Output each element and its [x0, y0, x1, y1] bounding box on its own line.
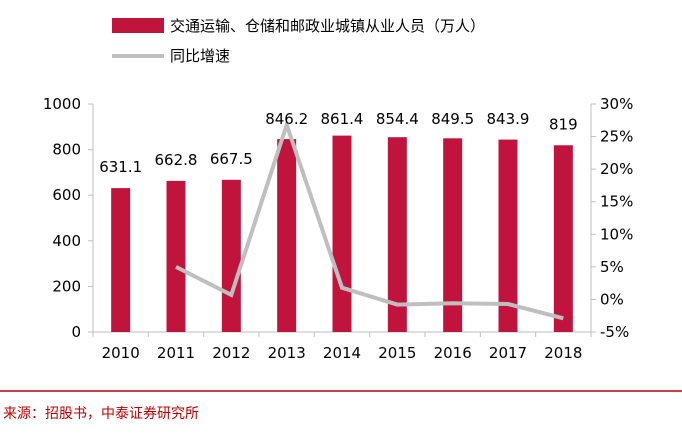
bar-2012	[222, 180, 241, 332]
x-axis-tick-label: 2017	[489, 344, 527, 362]
source-note: 来源：招股书，中泰证券研究所	[3, 406, 199, 422]
left-axis-tick-label: 0	[71, 323, 81, 341]
data-label-2011: 662.8	[155, 151, 198, 169]
data-label-2014: 861.4	[321, 110, 364, 128]
x-axis-tick-label: 2013	[268, 344, 306, 362]
left-axis-tick-label: 400	[52, 232, 81, 250]
data-label-2010: 631.1	[99, 158, 142, 176]
left-axis-tick-label: 600	[52, 186, 81, 204]
left-axis-tick-label: 1000	[43, 95, 81, 113]
x-axis-tick-label: 2016	[434, 344, 472, 362]
x-axis-tick-label: 2015	[378, 344, 416, 362]
legend: 交通运输、仓储和邮政业城镇从业人员（万人） 同比增速	[112, 17, 485, 65]
right-axis-tick-label: 15%	[600, 193, 633, 211]
left-axis-tick-label: 800	[52, 141, 81, 159]
legend-label-line: 同比增速	[170, 47, 230, 65]
right-axis-tick-label: 20%	[600, 160, 633, 178]
data-label-2015: 854.4	[376, 110, 419, 128]
right-axis-tick-label: 10%	[600, 225, 633, 243]
x-axis-tick-label: 2011	[157, 344, 195, 362]
right-axis-tick-label: 0%	[600, 290, 624, 308]
data-label-2017: 843.9	[487, 110, 530, 128]
right-axis-tick-label: 25%	[600, 128, 633, 146]
x-axis-tick-label: 2012	[212, 344, 250, 362]
bar-2018	[554, 145, 573, 332]
bar-2011	[167, 181, 186, 332]
plot-area: 0 200 400 600 800 1000 -5% 0% 5% 10% 15% 20% 25% 30% 2…	[43, 95, 634, 362]
legend-label-bar: 交通运输、仓储和邮政业城镇从业人员（万人）	[170, 17, 485, 35]
x-axis-tick-label: 2010	[102, 344, 140, 362]
data-label-2012: 667.5	[210, 150, 253, 168]
x-axis-tick-label: 2014	[323, 344, 361, 362]
right-axis-tick-label: 5%	[600, 258, 624, 276]
data-label-2013: 846.2	[265, 110, 308, 128]
data-label-2018: 819	[549, 115, 578, 133]
right-axis-tick-label: -5%	[600, 323, 629, 341]
bar-2013	[277, 139, 296, 332]
right-axis-tick-label: 30%	[600, 95, 633, 113]
x-axis-tick-label: 2018	[544, 344, 582, 362]
left-axis-tick-label: 200	[52, 277, 81, 295]
data-label-2016: 849.5	[431, 110, 474, 128]
bar-2014	[333, 136, 352, 332]
legend-swatch-bar	[112, 18, 164, 33]
bar-2010	[111, 188, 130, 332]
